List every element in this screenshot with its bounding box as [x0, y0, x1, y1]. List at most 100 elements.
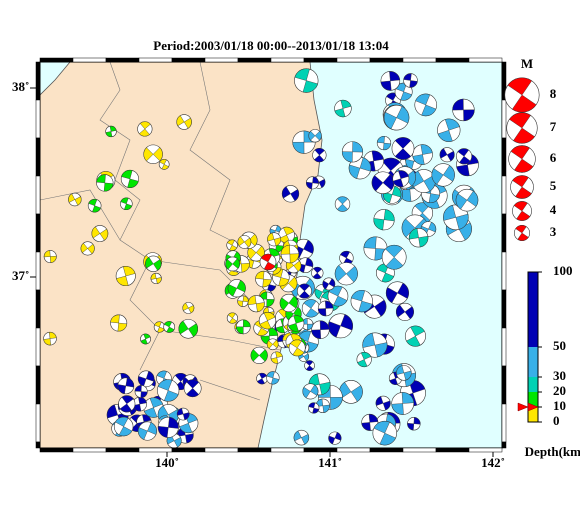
magnitude-symbol	[510, 175, 534, 199]
mechanism-quadrant	[308, 402, 320, 414]
border-stripe	[72, 447, 107, 453]
mechanism-quadrant	[255, 271, 272, 288]
mechanism-quadrant	[138, 422, 157, 440]
border-stripe	[270, 447, 305, 453]
lat-tick-label: 38˚	[12, 79, 29, 94]
border-stripe	[171, 57, 206, 63]
mechanism-quadrant	[186, 379, 200, 398]
lon-tick-label: 142˚	[481, 455, 505, 470]
depth-label: Depth(km)	[525, 444, 580, 459]
magnitude-symbol	[512, 201, 532, 221]
border-stripe	[237, 57, 272, 63]
magnitude-symbol	[508, 145, 536, 173]
mechanism-quadrant	[403, 73, 418, 88]
mechanism-quadrant	[140, 333, 151, 345]
border-stripe	[138, 447, 173, 453]
mechanism-quadrant	[237, 236, 252, 248]
border-stripe	[435, 447, 470, 453]
border-stripe	[501, 175, 507, 215]
mechanism-quadrant	[119, 395, 134, 413]
mechanism-quadrant	[302, 384, 319, 399]
border-stripe	[105, 447, 140, 453]
magnitude-label: 3	[550, 224, 557, 239]
mechanism-quadrant	[308, 130, 322, 141]
border-stripe	[105, 57, 140, 63]
mechanism-quadrant	[385, 245, 404, 270]
mechanism-quadrant	[305, 360, 314, 371]
mechanism-quadrant	[260, 253, 276, 271]
depth-tick-label: 20	[553, 383, 566, 398]
mechanism-quadrant	[116, 266, 136, 286]
border-stripe	[35, 61, 41, 101]
border-stripe	[501, 251, 507, 291]
mechanism-quadrant	[357, 352, 372, 368]
depth-band	[528, 407, 538, 422]
border-stripe	[501, 327, 507, 367]
mechanism-quadrant	[452, 98, 475, 122]
mechanism-quadrant	[227, 312, 237, 324]
border-stripe	[171, 447, 206, 453]
mechanism-quadrant	[306, 176, 319, 190]
mechanism-quadrant	[375, 396, 391, 411]
legend-ball-quadrant	[510, 145, 534, 173]
lon-tick-label: 141˚	[318, 455, 342, 470]
mechanism-quadrant	[396, 365, 412, 381]
mechanism-quadrant	[457, 148, 471, 165]
mechanism-quadrant	[280, 244, 299, 264]
mechanism-quadrant	[443, 205, 469, 230]
mechanism-quadrant	[150, 273, 162, 284]
magnitude-label: 4	[550, 202, 557, 217]
mechanisms	[43, 68, 479, 448]
depth-tick-label: 0	[553, 413, 560, 428]
border-stripe	[35, 289, 41, 329]
lat-tick-label: 37˚	[12, 268, 29, 283]
mechanism-quadrant	[455, 190, 479, 210]
mechanism-quadrant	[182, 302, 195, 314]
mechanism-quadrant	[164, 321, 175, 333]
depth-band	[528, 347, 538, 377]
border-stripe	[336, 57, 371, 63]
mechanism-quadrant	[247, 295, 265, 313]
mechanism-quadrant	[362, 332, 388, 358]
mechanism-quadrant	[236, 319, 251, 335]
mechanism-quadrant	[385, 282, 409, 304]
map-area	[40, 62, 502, 448]
mechanism-quadrant	[311, 320, 330, 339]
mechanism-quadrant	[134, 385, 148, 398]
mechanism-quadrant	[266, 339, 279, 349]
border-stripe	[468, 447, 503, 453]
mechanism-quadrant	[336, 196, 349, 212]
mechanism-quadrant	[317, 300, 334, 317]
mechanism-quadrant	[373, 209, 395, 231]
mechanism-quadrant	[294, 68, 318, 93]
mechanism-quadrant	[392, 170, 409, 188]
border-stripe	[39, 57, 74, 63]
legend-ball-quadrant	[515, 225, 529, 241]
mechanism-quadrant	[227, 239, 238, 251]
mechanism-quadrant	[383, 106, 410, 130]
border-stripe	[35, 327, 41, 367]
depth-tick-label: 50	[553, 338, 566, 353]
magnitude-label: 7	[550, 119, 557, 134]
mechanism-quadrant	[279, 295, 298, 311]
border-stripe	[501, 289, 507, 329]
mechanism-quadrant	[115, 416, 133, 437]
lon-tick-label: 140˚	[155, 455, 179, 470]
mechanism-quadrant	[409, 228, 429, 248]
mechanism-quadrant	[96, 174, 114, 192]
mechanism-quadrant	[120, 197, 133, 210]
mechanism-quadrant	[415, 93, 437, 117]
mechanism-quadrant	[396, 304, 414, 320]
mechanism-quadrant	[176, 407, 190, 421]
mechanism-quadrant	[373, 421, 396, 446]
mechanism-quadrant	[270, 351, 283, 364]
depth-band	[528, 377, 538, 392]
mechanism-quadrant	[144, 397, 163, 418]
mechanism-quadrant	[281, 186, 300, 202]
border-stripe	[35, 99, 41, 139]
border-stripe	[35, 251, 41, 291]
mechanism-quadrant	[412, 144, 433, 165]
mechanism-quadrant	[407, 417, 421, 431]
mechanism-quadrant	[145, 256, 162, 271]
mechanism-quadrant	[159, 159, 169, 170]
